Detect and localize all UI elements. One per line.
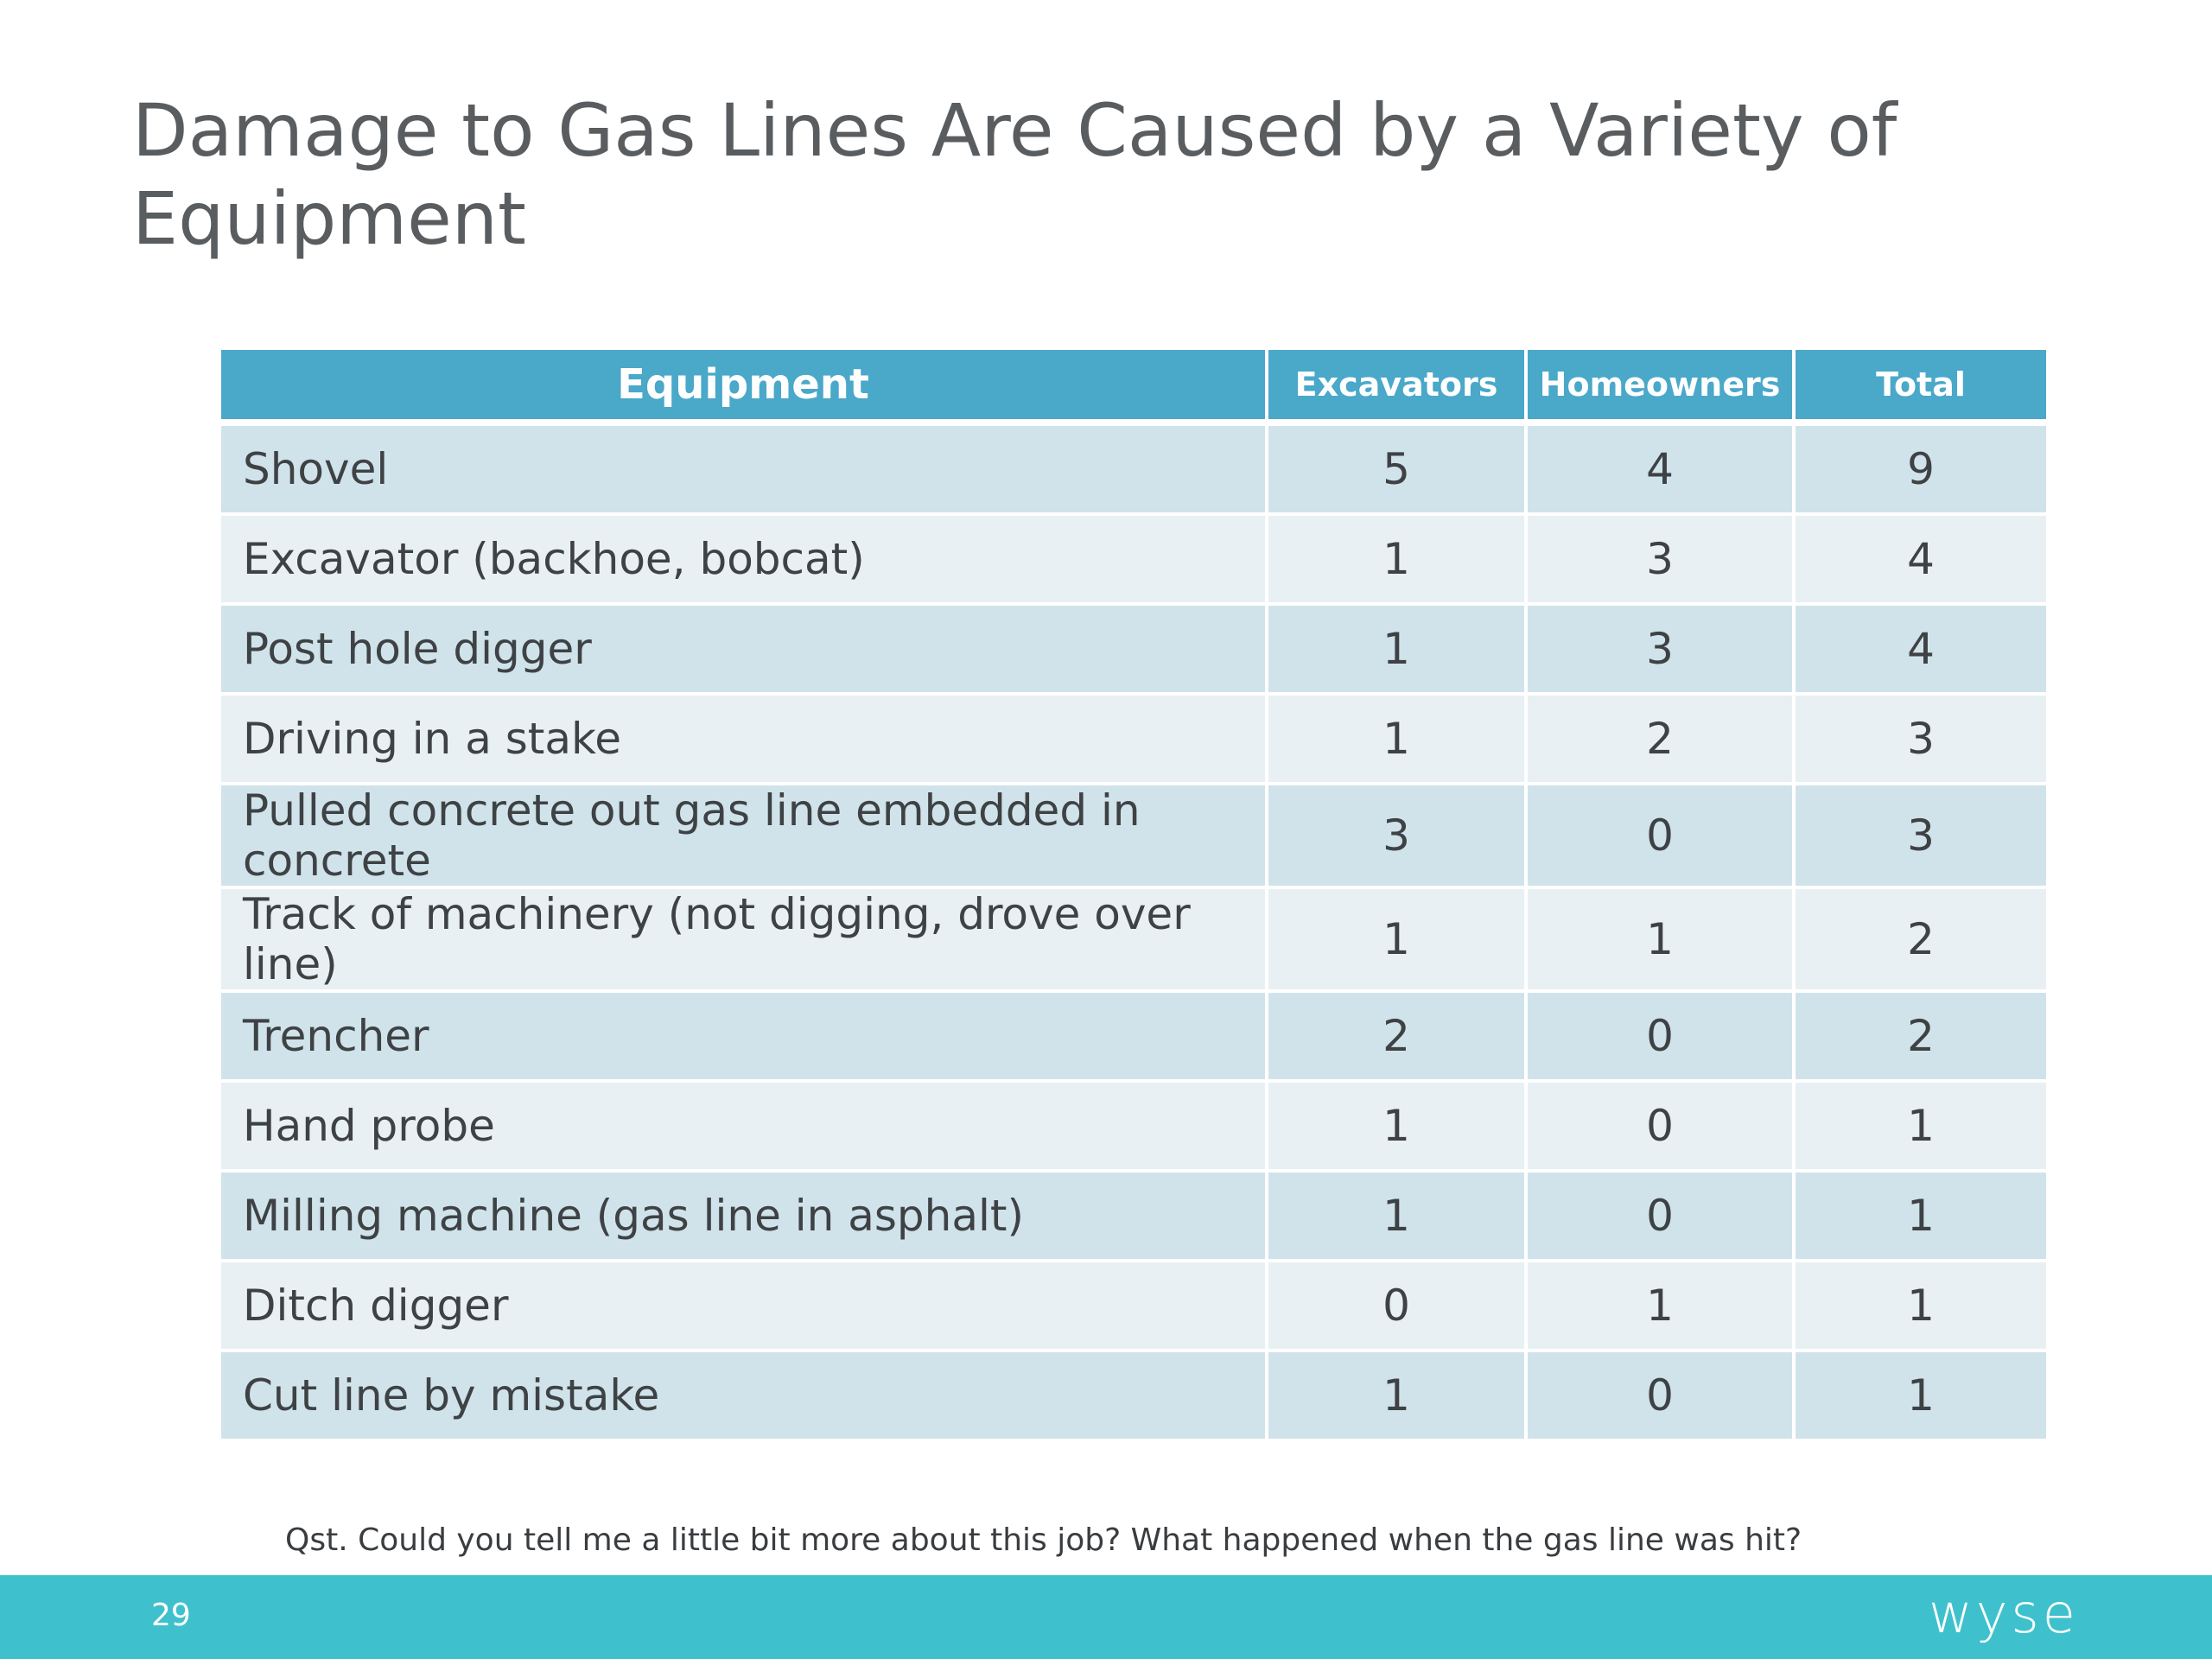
homeowners-cell: 1 — [1526, 1261, 1796, 1352]
total-cell: 2 — [1794, 991, 2046, 1083]
table-row: Shovel 5 4 9 — [221, 423, 2046, 516]
header-equipment: Equipment — [221, 350, 1268, 426]
excavators-cell: 3 — [1267, 784, 1528, 889]
equipment-cell: Trencher — [221, 991, 1268, 1083]
total-cell: 1 — [1794, 1081, 2046, 1173]
excavators-cell: 1 — [1267, 1081, 1528, 1173]
equipment-cell: Driving in a stake — [221, 694, 1268, 785]
homeowners-cell: 4 — [1526, 423, 1796, 516]
table-row: Pulled concrete out gas line embedded in… — [221, 784, 2046, 889]
slide-title: Damage to Gas Lines Are Caused by a Vari… — [132, 88, 1897, 261]
homeowners-cell: 0 — [1526, 1081, 1796, 1173]
homeowners-cell: 3 — [1526, 604, 1796, 696]
homeowners-cell: 0 — [1526, 991, 1796, 1083]
table-row: Hand probe 1 0 1 — [221, 1081, 2046, 1173]
excavators-cell: 0 — [1267, 1261, 1528, 1352]
equipment-cell: Shovel — [221, 423, 1268, 516]
question-footnote: Qst. Could you tell me a little bit more… — [285, 1522, 1802, 1558]
excavators-cell: 2 — [1267, 991, 1528, 1083]
table-row: Driving in a stake 1 2 3 — [221, 694, 2046, 785]
page-number: 29 — [151, 1598, 191, 1633]
equipment-table: Equipment Excavators Homeowners Total Sh… — [221, 350, 2046, 1442]
excavators-cell: 1 — [1267, 514, 1528, 606]
equipment-cell: Ditch digger — [221, 1261, 1268, 1352]
total-cell: 1 — [1794, 1261, 2046, 1352]
header-total: Total — [1794, 350, 2046, 426]
excavators-cell: 1 — [1267, 1171, 1528, 1262]
table-row: Excavator (backhoe, bobcat) 1 3 4 — [221, 514, 2046, 606]
homeowners-cell: 0 — [1526, 1171, 1796, 1262]
excavators-cell: 1 — [1267, 604, 1528, 696]
excavators-cell: 5 — [1267, 423, 1528, 516]
excavators-cell: 1 — [1267, 694, 1528, 785]
footer-bar: 29 wyse — [0, 1575, 2212, 1659]
wyse-logo: wyse — [1929, 1582, 2079, 1645]
table-row: Cut line by mistake 1 0 1 — [221, 1351, 2046, 1442]
equipment-cell: Post hole digger — [221, 604, 1268, 696]
homeowners-cell: 1 — [1526, 887, 1796, 993]
total-cell: 3 — [1794, 784, 2046, 889]
homeowners-cell: 2 — [1526, 694, 1796, 785]
equipment-cell: Pulled concrete out gas line embedded in… — [221, 784, 1268, 889]
homeowners-cell: 0 — [1526, 784, 1796, 889]
total-cell: 3 — [1794, 694, 2046, 785]
equipment-cell: Hand probe — [221, 1081, 1268, 1173]
table-row: Post hole digger 1 3 4 — [221, 604, 2046, 696]
homeowners-cell: 0 — [1526, 1351, 1796, 1442]
header-homeowners: Homeowners — [1526, 350, 1796, 426]
total-cell: 4 — [1794, 514, 2046, 606]
excavators-cell: 1 — [1267, 887, 1528, 993]
table-row: Milling machine (gas line in asphalt) 1 … — [221, 1171, 2046, 1262]
table-row: Track of machinery (not digging, drove o… — [221, 887, 2046, 993]
total-cell: 2 — [1794, 887, 2046, 993]
total-cell: 1 — [1794, 1351, 2046, 1442]
excavators-cell: 1 — [1267, 1351, 1528, 1442]
total-cell: 1 — [1794, 1171, 2046, 1262]
equipment-cell: Excavator (backhoe, bobcat) — [221, 514, 1268, 606]
header-excavators: Excavators — [1267, 350, 1528, 426]
table-header-row: Equipment Excavators Homeowners Total — [221, 350, 2046, 426]
equipment-cell: Cut line by mistake — [221, 1351, 1268, 1442]
total-cell: 4 — [1794, 604, 2046, 696]
equipment-cell: Track of machinery (not digging, drove o… — [221, 887, 1268, 993]
total-cell: 9 — [1794, 423, 2046, 516]
table-row: Ditch digger 0 1 1 — [221, 1261, 2046, 1352]
homeowners-cell: 3 — [1526, 514, 1796, 606]
equipment-cell: Milling machine (gas line in asphalt) — [221, 1171, 1268, 1262]
table-row: Trencher 2 0 2 — [221, 991, 2046, 1083]
